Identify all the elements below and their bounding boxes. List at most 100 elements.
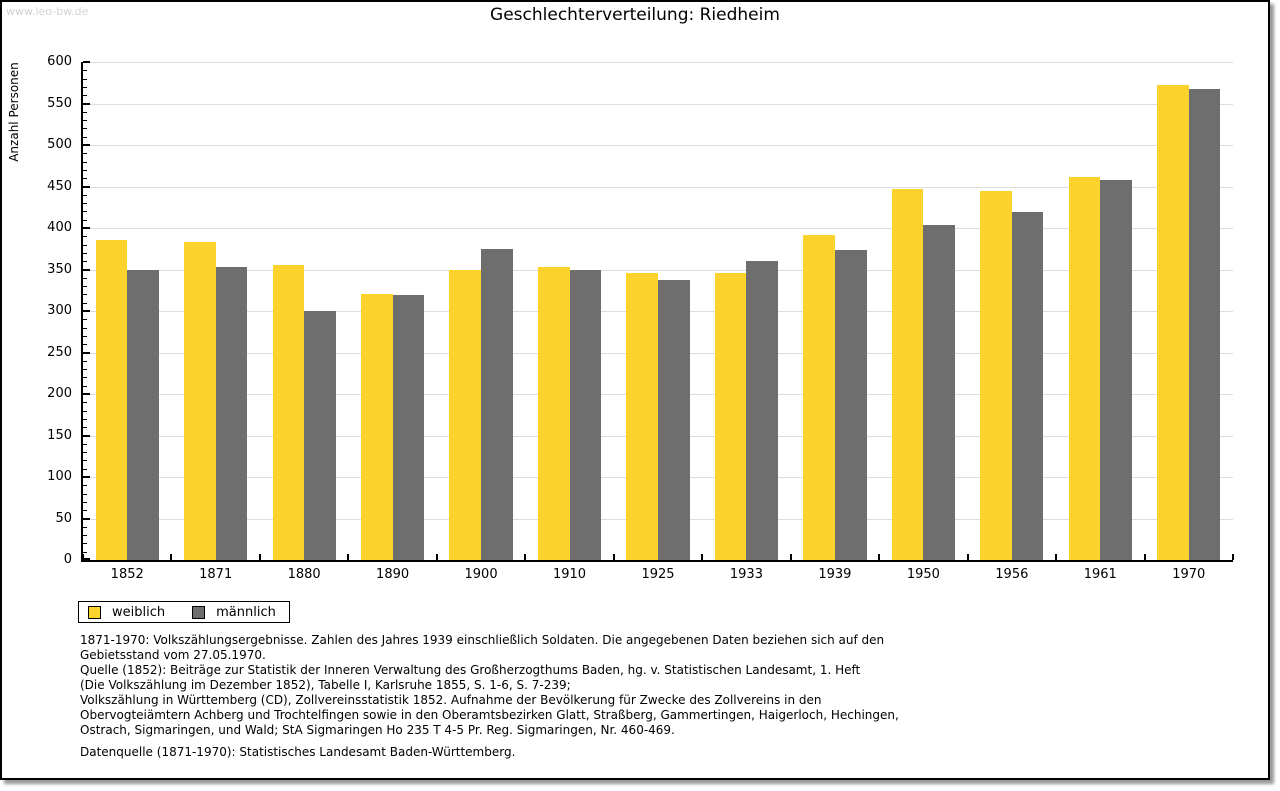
y-minor-tick-370 [83,252,87,254]
y-minor-tick-130 [83,452,87,454]
x-tick-2 [258,554,261,560]
y-major-tick-600 [83,61,90,63]
y-major-tick-50 [83,517,90,520]
gridline-500 [83,145,1233,146]
x-axis-label-1852: 1852 [110,567,144,582]
footnote-line-3: Quelle (1852): Beiträge zur Statistik de… [80,663,861,677]
y-minor-tick-420 [83,211,87,213]
y-minor-tick-220 [83,377,87,379]
footnote-line-5: Volkszählung in Württemberg (CD), Zollve… [80,693,822,707]
y-minor-tick-140 [83,443,87,445]
y-axis-label-250: 250 [47,344,72,360]
gridline-550 [83,103,1233,105]
x-tick-3 [347,554,350,560]
y-axis-label-550: 550 [47,95,72,111]
y-minor-tick-280 [83,327,87,329]
y-minor-tick-160 [83,427,87,429]
chart-sheet: www.leo-bw.de Geschlechterverteilung: Ri… [0,0,1270,780]
x-tick-1 [170,554,173,560]
x-tick-6 [612,554,615,560]
x-axis-label-1933: 1933 [729,567,763,582]
x-axis-labels: 1852 1871 1880 1890 1900 1910 1925 1933 1939 1950… [83,567,1233,585]
y-minor-tick-240 [83,360,87,362]
bar-weiblich-1939 [803,235,835,560]
y-minor-tick-230 [83,369,87,371]
y-minor-tick-570 [83,86,87,88]
y-minor-tick-10 [83,551,87,553]
legend: weiblich männlich [78,601,290,623]
chart-title: Geschlechterverteilung: Riedheim [490,5,780,25]
y-axis-label-350: 350 [47,261,72,277]
y-minor-tick-440 [83,194,87,196]
y-major-tick-350 [83,268,90,271]
y-minor-tick-460 [83,178,87,180]
x-tick-8 [789,554,792,560]
watermark: www.leo-bw.de [6,5,89,18]
legend-label-weiblich: weiblich [112,604,166,620]
y-minor-tick-430 [83,203,87,205]
y-axis-label-100: 100 [47,469,72,484]
bar-weiblich-1900 [449,270,482,560]
y-minor-tick-560 [83,95,87,97]
y-minor-tick-30 [83,535,87,537]
y-minor-tick-470 [83,169,87,171]
x-axis-label-1910: 1910 [552,567,587,582]
bar-männlich-1925 [658,280,690,560]
y-minor-tick-190 [83,402,87,404]
bar-männlich-1890 [392,295,425,560]
y-major-tick-400 [83,227,90,229]
y-axis-label-150: 150 [47,427,72,443]
y-major-tick-150 [83,434,90,437]
x-axis-label-1900: 1900 [464,567,498,582]
x-tick-9 [878,554,881,560]
y-minor-tick-260 [83,344,87,346]
y-minor-tick-390 [83,236,87,238]
bar-männlich-1910 [569,269,602,560]
bar-männlich-1939 [834,250,867,560]
y-minor-tick-580 [83,78,87,80]
y-minor-tick-110 [83,468,87,470]
bar-männlich-1900 [481,248,513,560]
bar-weiblich-1880 [272,265,305,560]
y-axis-label-450: 450 [47,178,72,194]
footnote-line-7: Ostrach, Sigmaringen, und Wald; StA Sigm… [80,723,675,737]
x-axis-label-1925: 1925 [641,567,675,582]
y-minor-tick-70 [83,501,87,503]
y-axis-label-200: 200 [47,386,72,401]
y-minor-tick-520 [83,128,87,130]
plot-area [81,61,1234,562]
gridline-350 [83,269,1233,271]
gridline-400 [83,228,1233,229]
footnote-line-1: 1871-1970: Volkszählungsergebnisse. Zahl… [80,633,885,647]
y-major-tick-500 [83,144,90,146]
y-axis-label-50: 50 [55,510,72,526]
bar-männlich-1852 [127,269,159,560]
x-axis-label-1950: 1950 [906,567,940,582]
bar-männlich-1950 [923,224,955,560]
x-tick-13 [1232,554,1234,560]
bar-weiblich-1950 [891,189,924,560]
x-axis-label-1939: 1939 [818,567,852,582]
y-minor-tick-330 [83,286,87,288]
footnote-line-6: Obervogteiämtern Achberg und Trochtelfin… [80,708,899,722]
y-axis-label-400: 400 [47,220,72,235]
y-minor-tick-310 [83,302,87,304]
bar-weiblich-1970 [1157,85,1189,560]
y-minor-tick-480 [83,161,87,163]
x-tick-4 [435,554,438,560]
x-tick-7 [701,554,704,560]
legend-swatch-weiblich [88,605,101,619]
footnote-line-2: Gebietsstand vom 27.05.1970. [80,648,266,662]
bar-männlich-1956 [1011,212,1044,560]
x-tick-10 [966,554,969,560]
bar-weiblich-1961 [1068,176,1101,560]
bar-weiblich-1852 [95,240,128,560]
y-axis-label-0: 0 [63,552,72,567]
bar-männlich-1880 [304,311,336,560]
y-minor-tick-490 [83,153,87,155]
x-axis-label-1956: 1956 [995,567,1029,582]
y-minor-tick-530 [83,120,87,122]
y-minor-tick-320 [83,294,87,296]
y-minor-tick-270 [83,335,87,337]
y-minor-tick-410 [83,219,87,221]
